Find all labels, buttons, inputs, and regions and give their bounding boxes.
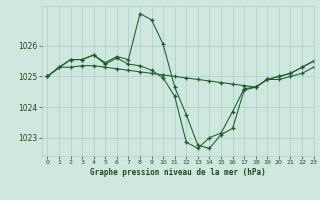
- X-axis label: Graphe pression niveau de la mer (hPa): Graphe pression niveau de la mer (hPa): [90, 168, 266, 177]
